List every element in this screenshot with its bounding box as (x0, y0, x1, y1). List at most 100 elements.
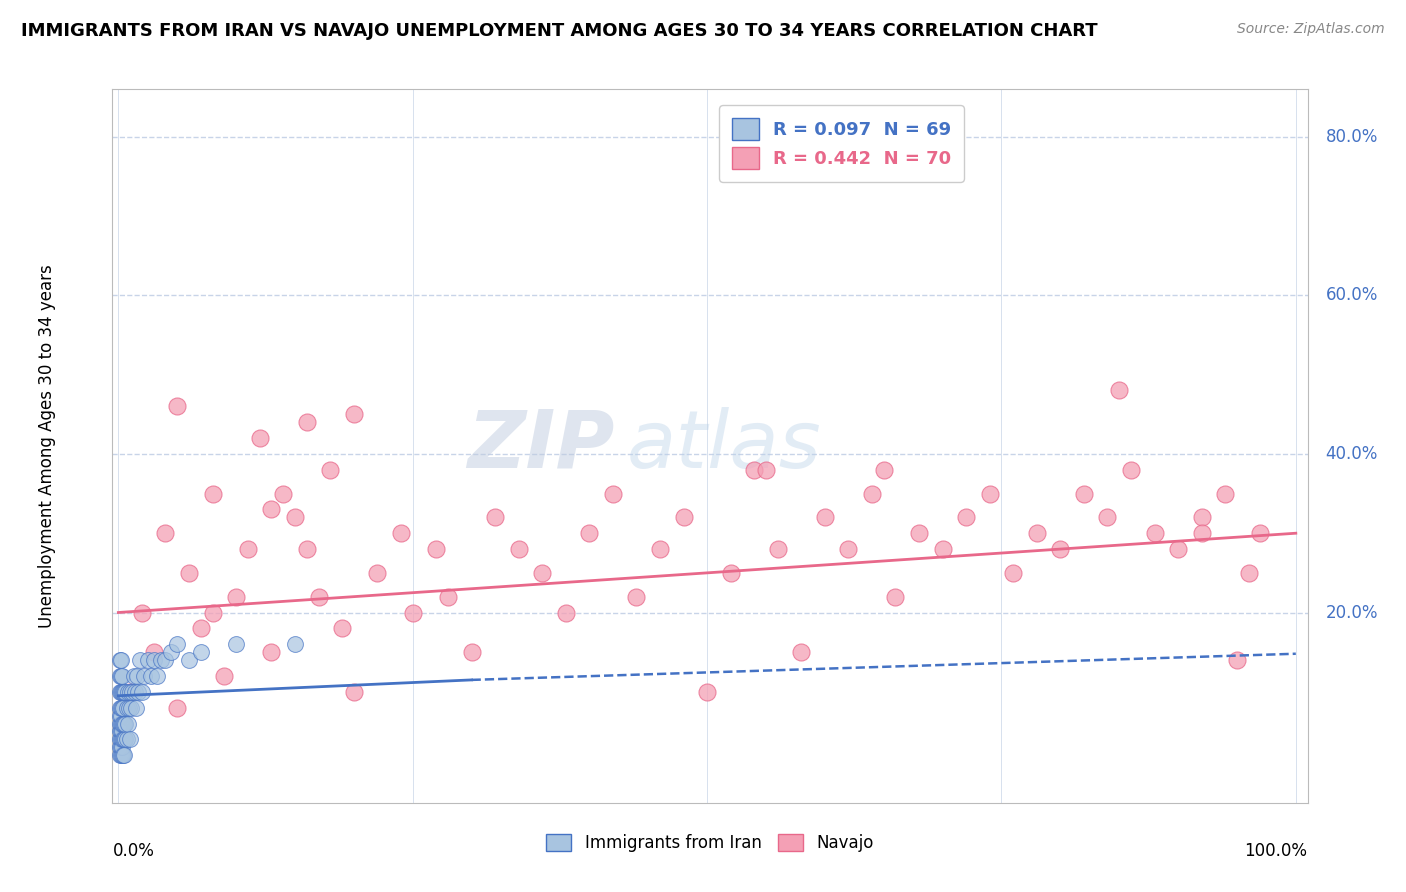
Navajo (648, 542, 671, 557)
Immigrants from Iran (112, 716, 135, 731)
Navajo (1191, 526, 1213, 541)
Navajo (602, 486, 624, 500)
Navajo (814, 510, 837, 524)
Navajo (319, 463, 342, 477)
Immigrants from Iran (111, 669, 134, 683)
Immigrants from Iran (108, 724, 131, 739)
Immigrants from Iran (136, 653, 159, 667)
Navajo (460, 645, 482, 659)
Navajo (931, 542, 953, 557)
Navajo (1250, 526, 1272, 541)
Immigrants from Iran (108, 740, 131, 755)
Text: IMMIGRANTS FROM IRAN VS NAVAJO UNEMPLOYMENT AMONG AGES 30 TO 34 YEARS CORRELATIO: IMMIGRANTS FROM IRAN VS NAVAJO UNEMPLOYM… (21, 22, 1098, 40)
Immigrants from Iran (114, 685, 136, 699)
Immigrants from Iran (111, 716, 134, 731)
Immigrants from Iran (110, 724, 132, 739)
Navajo (837, 542, 859, 557)
Immigrants from Iran (108, 708, 131, 723)
Navajo (402, 606, 425, 620)
Immigrants from Iran (108, 653, 131, 667)
Navajo (271, 486, 294, 500)
Immigrants from Iran (121, 685, 143, 699)
Immigrants from Iran (111, 732, 134, 747)
Immigrants from Iran (115, 700, 138, 714)
Immigrants from Iran (110, 700, 132, 714)
Navajo (425, 542, 447, 557)
Navajo (908, 526, 931, 541)
Immigrants from Iran (118, 700, 141, 714)
Text: 60.0%: 60.0% (1326, 286, 1378, 304)
Navajo (1002, 566, 1025, 580)
Immigrants from Iran (120, 732, 142, 747)
Immigrants from Iran (111, 740, 134, 755)
Text: 80.0%: 80.0% (1326, 128, 1378, 145)
Navajo (1191, 510, 1213, 524)
Navajo (1213, 486, 1236, 500)
Immigrants from Iran (125, 700, 148, 714)
Immigrants from Iran (166, 637, 188, 651)
Navajo (742, 463, 765, 477)
Navajo (260, 645, 283, 659)
Navajo (166, 400, 188, 414)
Navajo (484, 510, 506, 524)
Navajo (696, 685, 718, 699)
Immigrants from Iran (110, 716, 132, 731)
Navajo (554, 606, 576, 620)
Navajo (214, 669, 236, 683)
Immigrants from Iran (114, 732, 136, 747)
Navajo (720, 566, 742, 580)
Text: 20.0%: 20.0% (1326, 604, 1378, 622)
Navajo (249, 431, 271, 445)
Immigrants from Iran (134, 669, 156, 683)
Navajo (884, 590, 907, 604)
Text: 40.0%: 40.0% (1326, 445, 1378, 463)
Immigrants from Iran (112, 732, 135, 747)
Immigrants from Iran (141, 669, 163, 683)
Navajo (1226, 653, 1249, 667)
Navajo (437, 590, 460, 604)
Immigrants from Iran (110, 740, 132, 755)
Immigrants from Iran (122, 669, 145, 683)
Immigrants from Iran (114, 716, 136, 731)
Immigrants from Iran (110, 669, 132, 683)
Navajo (979, 486, 1001, 500)
Navajo (1237, 566, 1260, 580)
Navajo (166, 700, 188, 714)
Immigrants from Iran (110, 732, 132, 747)
Navajo (1119, 463, 1142, 477)
Immigrants from Iran (120, 700, 142, 714)
Immigrants from Iran (115, 732, 138, 747)
Navajo (201, 606, 224, 620)
Immigrants from Iran (160, 645, 183, 659)
Immigrants from Iran (127, 685, 149, 699)
Immigrants from Iran (108, 669, 131, 683)
Navajo (755, 463, 778, 477)
Immigrants from Iran (110, 653, 132, 667)
Navajo (330, 621, 353, 635)
Navajo (177, 566, 200, 580)
Text: atlas: atlas (627, 407, 821, 485)
Navajo (295, 542, 318, 557)
Immigrants from Iran (225, 637, 247, 651)
Navajo (955, 510, 977, 524)
Navajo (766, 542, 789, 557)
Navajo (1049, 542, 1071, 557)
Navajo (120, 685, 142, 699)
Navajo (142, 645, 165, 659)
Navajo (860, 486, 883, 500)
Navajo (201, 486, 224, 500)
Text: Unemployment Among Ages 30 to 34 years: Unemployment Among Ages 30 to 34 years (38, 264, 56, 628)
Navajo (1108, 384, 1130, 398)
Immigrants from Iran (120, 685, 142, 699)
Navajo (284, 510, 307, 524)
Navajo (626, 590, 648, 604)
Immigrants from Iran (108, 685, 131, 699)
Immigrants from Iran (111, 700, 134, 714)
Text: 100.0%: 100.0% (1244, 842, 1308, 860)
Immigrants from Iran (111, 748, 134, 763)
Navajo (1167, 542, 1189, 557)
Navajo (131, 606, 153, 620)
Navajo (1073, 486, 1095, 500)
Navajo (531, 566, 554, 580)
Navajo (343, 407, 366, 421)
